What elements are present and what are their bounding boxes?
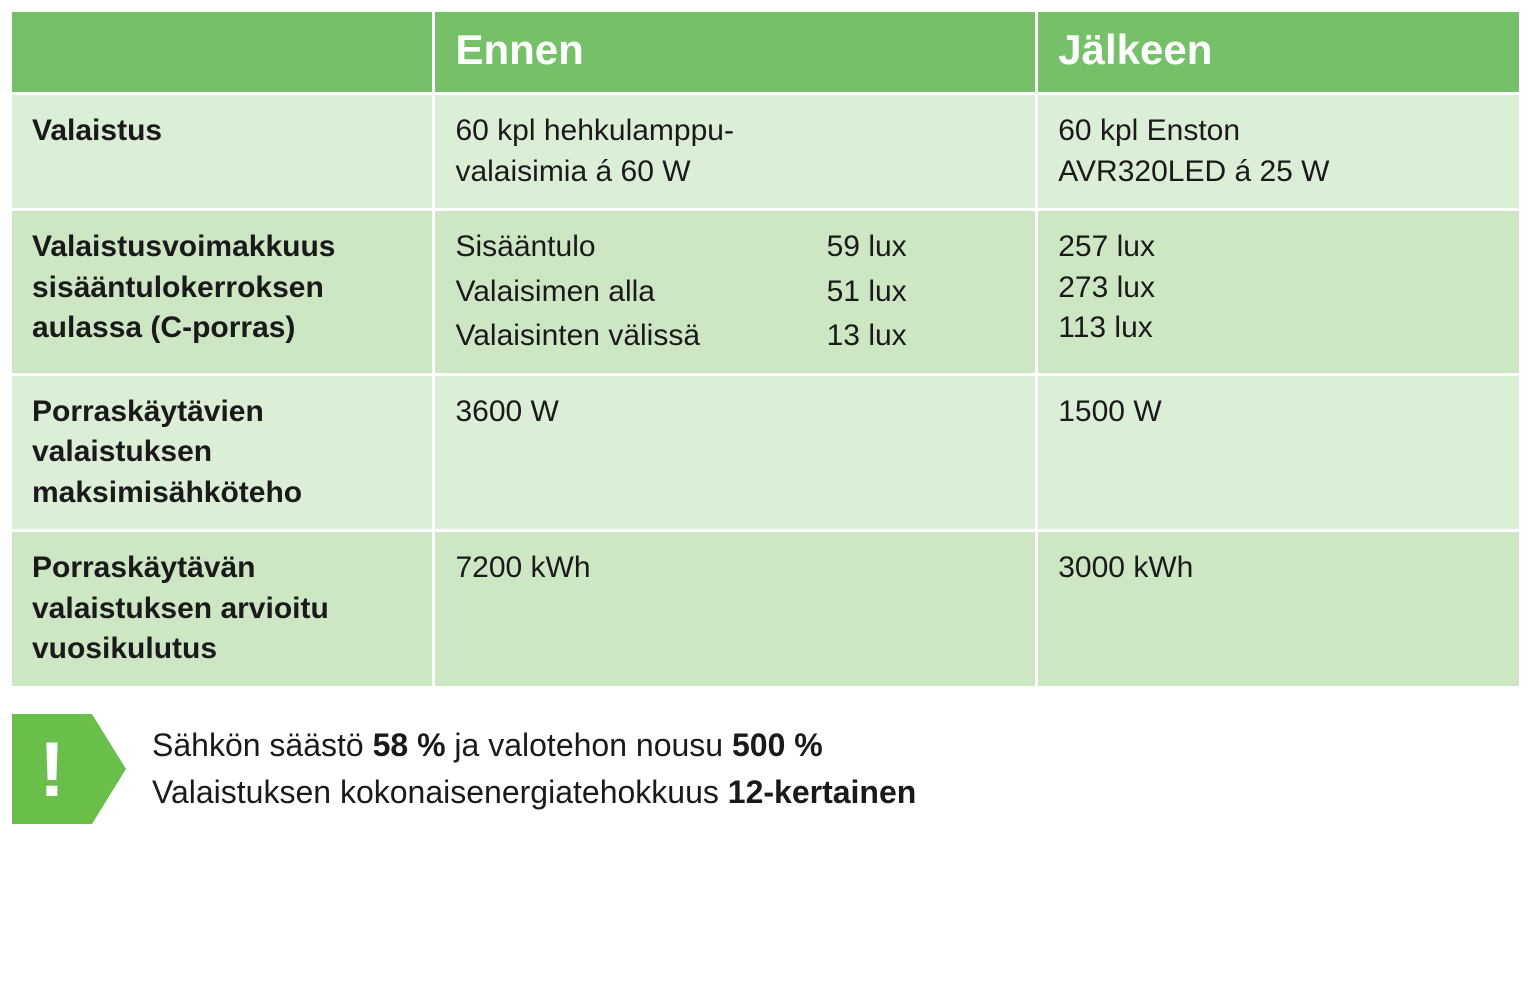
row-label: Valaistusvoimakkuus sisääntulokerroksen … [12,210,434,375]
row-label: Porraskäytävien valaistuksen maksimisähk… [12,374,434,531]
table-row: Porraskäytävän valaistuksen arvioitu vuo… [12,531,1519,686]
row-after: 1500 W [1037,374,1519,531]
sub-value: 257 lux [1058,227,1499,268]
sub-label: Valaisimen alla [455,272,808,313]
sub-value: 13 lux [827,316,1016,357]
exclamation-icon: ! [39,730,65,808]
callout-text-bold: 500 % [732,727,823,763]
sub-value: 113 lux [1058,308,1499,349]
row-before: 7200 kWh [434,531,1037,686]
row-after: 60 kpl Enston AVR320LED á 25 W [1037,94,1519,210]
row-after: 257 lux 273 lux 113 lux [1037,210,1519,375]
table-header-row: Ennen Jälkeen [12,12,1519,94]
callout-text-part: ja valotehon nousu [446,727,732,763]
row-after: 3000 kWh [1037,531,1519,686]
callout-text-bold: 12-kertainen [728,774,917,810]
table-row: Porraskäytävien valaistuksen maksimisähk… [12,374,1519,531]
sub-label: Valaisinten välissä [455,316,808,357]
sub-value: 59 lux [827,227,1016,268]
callout-text: Sähkön säästö 58 % ja valotehon nousu 50… [152,722,916,815]
sub-value: 273 lux [1058,268,1499,309]
row-before: Sisääntulo 59 lux Valaisimen alla 51 lux… [434,210,1037,375]
header-blank [12,12,434,94]
callout-line-1: Sähkön säästö 58 % ja valotehon nousu 50… [152,722,916,768]
header-after: Jälkeen [1037,12,1519,94]
sub-value: 51 lux [827,272,1016,313]
table-row: Valaistus 60 kpl hehkulamppu- valaisimia… [12,94,1519,210]
row-label: Valaistus [12,94,434,210]
header-before: Ennen [434,12,1037,94]
callout-text-part: Valaistuksen kokonaisenergiatehokkuus [152,774,728,810]
sub-label: Sisääntulo [455,227,808,268]
callout: ! Sähkön säästö 58 % ja valotehon nousu … [12,714,1519,824]
table-row: Valaistusvoimakkuus sisääntulokerroksen … [12,210,1519,375]
callout-line-2: Valaistuksen kokonaisenergiatehokkuus 12… [152,769,916,815]
comparison-table: Ennen Jälkeen Valaistus 60 kpl hehkulamp… [12,12,1519,686]
row-label: Porraskäytävän valaistuksen arvioitu vuo… [12,531,434,686]
exclamation-badge: ! [12,714,92,824]
callout-text-bold: 58 % [373,727,446,763]
row-before: 3600 W [434,374,1037,531]
callout-text-part: Sähkön säästö [152,727,373,763]
row-before: 60 kpl hehkulamppu- valaisimia á 60 W [434,94,1037,210]
